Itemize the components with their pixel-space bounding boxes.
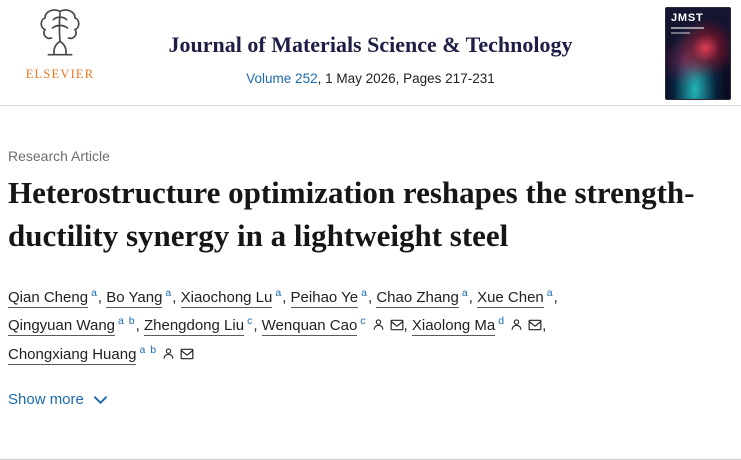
author-link[interactable]: Bo Yang a xyxy=(106,286,173,308)
author-separator: , xyxy=(97,288,107,306)
author-affiliation-sup: a xyxy=(361,286,368,299)
author-name: Qingyuan Wang xyxy=(8,317,116,337)
journal-cover[interactable]: JMST xyxy=(665,7,731,100)
author-affiliation-sup: a xyxy=(91,286,98,299)
author-link[interactable]: Qingyuan Wang a b xyxy=(8,315,136,337)
author-affiliation-sup: a b xyxy=(139,343,158,356)
show-more-button[interactable]: Show more xyxy=(8,391,108,408)
author-separator: , xyxy=(542,317,547,335)
author-link[interactable]: Chongxiang Huang a b xyxy=(8,343,194,365)
person-icon xyxy=(372,317,385,334)
author-affiliation-sup: d xyxy=(498,315,506,328)
article-type-label: Research Article xyxy=(8,148,110,164)
author-separator: , xyxy=(553,288,558,306)
author-name: Qian Cheng xyxy=(8,288,89,308)
author-list: Qian Cheng a, Bo Yang a, Xiaochong Lu a, Pe… xyxy=(8,284,648,370)
author-affiliation-sup: a xyxy=(546,286,554,299)
author-separator: , xyxy=(403,317,412,335)
author-link[interactable]: Xue Chen a xyxy=(477,286,554,308)
author-separator: , xyxy=(282,288,291,306)
show-more-label: Show more xyxy=(8,391,84,409)
author-link[interactable]: Zhengdong Liu c xyxy=(143,315,254,337)
author-link[interactable]: Xiaolong Ma d xyxy=(411,315,542,337)
author-name: Peihao Ye xyxy=(290,288,359,308)
author-affiliation-sup: a xyxy=(275,286,283,299)
author-name: Bo Yang xyxy=(106,288,163,308)
author-separator: , xyxy=(172,288,181,306)
cover-decoration-bar xyxy=(671,27,704,29)
author-link[interactable]: Chao Zhang a xyxy=(376,286,469,308)
elsevier-logo[interactable]: ELSEVIER xyxy=(22,5,98,82)
volume-issue-line: Volume 252, 1 May 2026, Pages 217-231 xyxy=(81,71,661,86)
journal-cover-title: JMST xyxy=(671,12,704,24)
volume-link[interactable]: Volume 252 xyxy=(246,71,318,86)
person-icon xyxy=(510,317,523,334)
journal-title-link[interactable]: Journal of Materials Science & Technolog… xyxy=(168,32,573,57)
author-link[interactable]: Xiaochong Lu a xyxy=(180,286,283,308)
author-affiliation-sup: a b xyxy=(118,315,136,328)
author-link[interactable]: Peihao Ye a xyxy=(290,286,368,308)
article-title: Heterostructure optimization reshapes th… xyxy=(8,175,695,254)
issue-details: , 1 May 2026, Pages 217-231 xyxy=(317,71,495,86)
journal-header: ELSEVIER Journal of Materials Science & … xyxy=(0,0,741,106)
person-icon xyxy=(162,346,175,363)
author-link[interactable]: Wenquan Cao c xyxy=(261,315,404,337)
author-separator: , xyxy=(367,288,377,306)
author-name: Zhengdong Liu xyxy=(143,317,245,337)
envelope-icon xyxy=(528,317,542,334)
envelope-icon xyxy=(180,346,194,363)
journal-banner: Journal of Materials Science & Technolog… xyxy=(81,32,661,86)
elsevier-logo-text: ELSEVIER xyxy=(25,67,95,81)
author-separator: , xyxy=(253,317,262,335)
author-link[interactable]: Qian Cheng a xyxy=(8,286,98,308)
author-affiliation-sup: c xyxy=(247,315,254,328)
author-affiliation-sup: c xyxy=(360,315,367,328)
article-header-section: Research Article Heterostructure optimiz… xyxy=(0,148,741,369)
chevron-down-icon xyxy=(93,395,108,405)
envelope-icon xyxy=(390,317,404,334)
author-name: Chongxiang Huang xyxy=(8,345,137,365)
author-affiliation-sup: a xyxy=(165,286,173,299)
journal-cover-art xyxy=(666,8,730,99)
author-separator: , xyxy=(468,288,478,306)
author-name: Xiaolong Ma xyxy=(411,317,496,337)
elsevier-tree-icon xyxy=(22,5,98,66)
author-affiliation-sup: a xyxy=(461,286,469,299)
author-name: Wenquan Cao xyxy=(261,317,358,337)
author-name: Xue Chen xyxy=(477,288,544,308)
author-name: Xiaochong Lu xyxy=(180,288,273,308)
cover-decoration-bar xyxy=(671,32,690,34)
author-name: Chao Zhang xyxy=(376,288,459,308)
author-separator: , xyxy=(135,317,144,335)
